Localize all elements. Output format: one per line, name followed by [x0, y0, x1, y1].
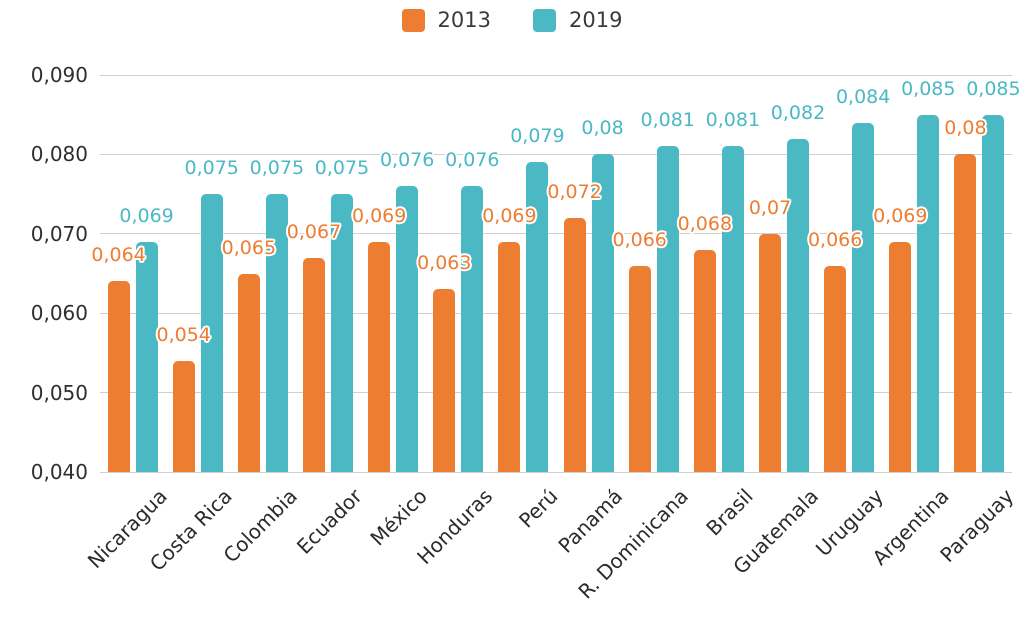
x-axis-label-brasil: Brasil	[701, 484, 758, 541]
bar-2013-paraguay	[954, 154, 977, 472]
bar-2019-paraguay	[982, 114, 1005, 472]
bar-2013-colombia	[237, 273, 260, 472]
bar-2013-panam	[563, 217, 586, 472]
bar-2013-guatemala	[759, 233, 781, 472]
plot-area: 0,064 0,069 Nicaragua 0,054 0,075 Costa Rica 0…	[83, 74, 1021, 604]
bar-value-label-2013-m-xico: 0,069	[351, 204, 407, 227]
bar-2019-panam	[591, 154, 614, 472]
bar-value-label-2013-nicaragua: 0,064	[91, 244, 146, 267]
bar-value-label-2013-uruguay: 0,066	[807, 228, 863, 251]
legend-label: 2013	[437, 8, 491, 32]
bar-value-label-2019-brasil: 0,081	[705, 109, 761, 132]
bar-value-label-2019-per: 0,079	[510, 125, 565, 148]
bar-2019-nicaragua	[135, 241, 158, 472]
legend-item-2013: 2013	[401, 8, 491, 32]
y-axis-tick-label: 0,060	[30, 301, 88, 326]
bar-value-label-2013-ecuador: 0,067	[286, 220, 342, 243]
y-axis-tick-label: 0,080	[30, 142, 88, 167]
bar-2013-m-xico	[368, 241, 391, 472]
y-axis-tick-label: 0,090	[30, 63, 88, 87]
bar-2013-argentina	[889, 241, 912, 472]
bar-value-label-2019-ecuador: 0,075	[314, 157, 370, 180]
gridline	[100, 153, 1012, 155]
bar-value-label-2013-r-dominicana: 0,066	[612, 228, 667, 251]
bar-value-label-2013-panam: 0,072	[547, 180, 602, 203]
bar-value-label-2019-panam: 0,08	[581, 117, 624, 140]
legend-item-2019: 2019	[533, 8, 622, 32]
bar-value-label-2013-guatemala: 0,07	[748, 196, 792, 219]
bar-2019-uruguay	[852, 122, 875, 472]
bar-2019-m-xico	[396, 186, 419, 472]
bar-2013-r-dominicana	[628, 265, 651, 472]
bar-value-label-2013-per: 0,069	[482, 204, 537, 227]
bar-value-label-2013-colombia: 0,065	[221, 236, 277, 259]
bar-value-label-2019-m-xico: 0,076	[379, 149, 435, 172]
bar-2013-per	[498, 241, 521, 472]
legend: 2013 2019	[0, 8, 1024, 32]
legend-swatch-2019	[533, 8, 556, 32]
bar-value-label-2019-argentina: 0,085	[901, 77, 956, 100]
bar-2013-brasil	[693, 249, 716, 472]
bar-value-label-2013-costa-rica: 0,054	[156, 323, 211, 346]
bar-value-label-2013-paraguay: 0,08	[944, 117, 987, 140]
gridline	[100, 312, 1012, 314]
x-axis-label-ecuador: Ecuador	[292, 484, 367, 559]
bar-2019-per	[526, 162, 549, 472]
bar-value-label-2019-costa-rica: 0,075	[184, 157, 239, 180]
bar-2019-ecuador	[331, 194, 353, 472]
bar-value-label-2019-uruguay: 0,084	[835, 85, 891, 108]
y-axis-tick-label: 0,070	[30, 221, 88, 246]
bar-value-label-2019-colombia: 0,075	[249, 157, 305, 180]
bar-2019-r-dominicana	[656, 146, 679, 472]
gridline	[100, 233, 1012, 235]
bar-2019-brasil	[721, 146, 744, 472]
bar-value-label-2013-honduras: 0,063	[417, 252, 472, 275]
y-axis-tick-label: 0,040	[30, 460, 88, 484]
bar-2013-honduras	[433, 289, 456, 472]
bar-2019-guatemala	[787, 138, 809, 472]
bar-2019-colombia	[265, 194, 288, 472]
bar-value-label-2019-paraguay: 0,085	[966, 77, 1021, 100]
bar-value-label-2013-argentina: 0,069	[873, 204, 928, 227]
bar-value-label-2013-brasil: 0,068	[677, 212, 733, 235]
bar-value-label-2019-guatemala: 0,082	[770, 101, 826, 124]
y-axis-tick-label: 0,050	[30, 380, 88, 405]
gridline	[100, 392, 1012, 394]
bar-2019-argentina	[917, 114, 940, 472]
bar-2013-nicaragua	[107, 281, 130, 472]
bar-2019-honduras	[461, 186, 484, 472]
legend-label: 2019	[569, 8, 623, 32]
bar-value-label-2019-r-dominicana: 0,081	[640, 109, 695, 132]
bar-value-label-2019-nicaragua: 0,069	[119, 204, 174, 227]
legend-swatch-2013	[401, 8, 425, 32]
bar-2013-uruguay	[824, 265, 847, 472]
bar-2019-costa-rica	[200, 194, 223, 472]
bar-value-label-2019-honduras: 0,076	[445, 149, 500, 172]
gridline	[100, 471, 1012, 473]
gridline	[100, 74, 1012, 76]
bar-2013-costa-rica	[172, 360, 195, 472]
bar-2013-ecuador	[303, 257, 325, 472]
x-axis-label-per: Perú	[513, 484, 563, 533]
